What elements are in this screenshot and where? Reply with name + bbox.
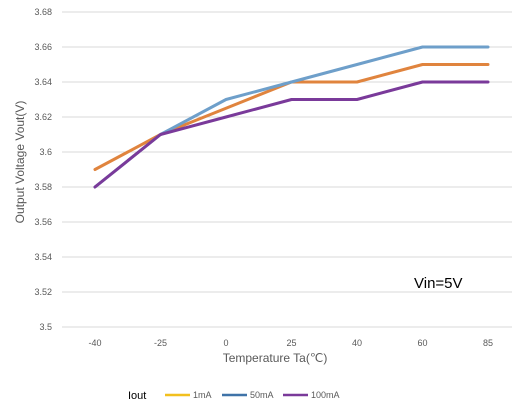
legend-label: 1mA	[193, 390, 212, 400]
y-tick-label: 3.56	[34, 217, 52, 227]
series-line-100mA	[93, 80, 490, 189]
x-tick-label: 85	[483, 338, 493, 348]
y-tick-label: 3.66	[34, 42, 52, 52]
x-tick-label: 60	[417, 338, 427, 348]
x-tick-label: 0	[223, 338, 228, 348]
y-tick-label: 3.6	[39, 147, 52, 157]
y-tick-label: 3.68	[34, 7, 52, 17]
y-axis-title: Output Voltage Vout(V)	[13, 101, 27, 224]
legend-label: 50mA	[250, 390, 274, 400]
y-tick-label: 3.5	[39, 322, 52, 332]
x-tick-label: -25	[154, 338, 167, 348]
y-tick-label: 3.62	[34, 112, 52, 122]
x-tick-label: -40	[88, 338, 101, 348]
x-tick-label: 25	[286, 338, 296, 348]
legend-title: Iout	[128, 390, 146, 402]
x-axis-title: Temperature Ta(℃)	[223, 351, 328, 365]
y-tick-label: 3.64	[34, 77, 52, 87]
y-axis-tick-labels: 3.5 3.52 3.54 3.56 3.58 3.6 3.62 3.64 3.66 3.68	[34, 7, 52, 332]
x-axis-tick-labels: -40 -25 0 25 40 60 85	[88, 338, 493, 348]
vin-annotation: Vin=5V	[414, 275, 463, 292]
legend: Iout 1mA 50mA 100mA	[128, 390, 340, 402]
x-tick-label: 40	[352, 338, 362, 348]
legend-label: 100mA	[311, 390, 340, 400]
y-tick-label: 3.58	[34, 182, 52, 192]
y-tick-label: 3.52	[34, 287, 52, 297]
y-tick-label: 3.54	[34, 252, 52, 262]
series-lines	[93, 45, 490, 189]
